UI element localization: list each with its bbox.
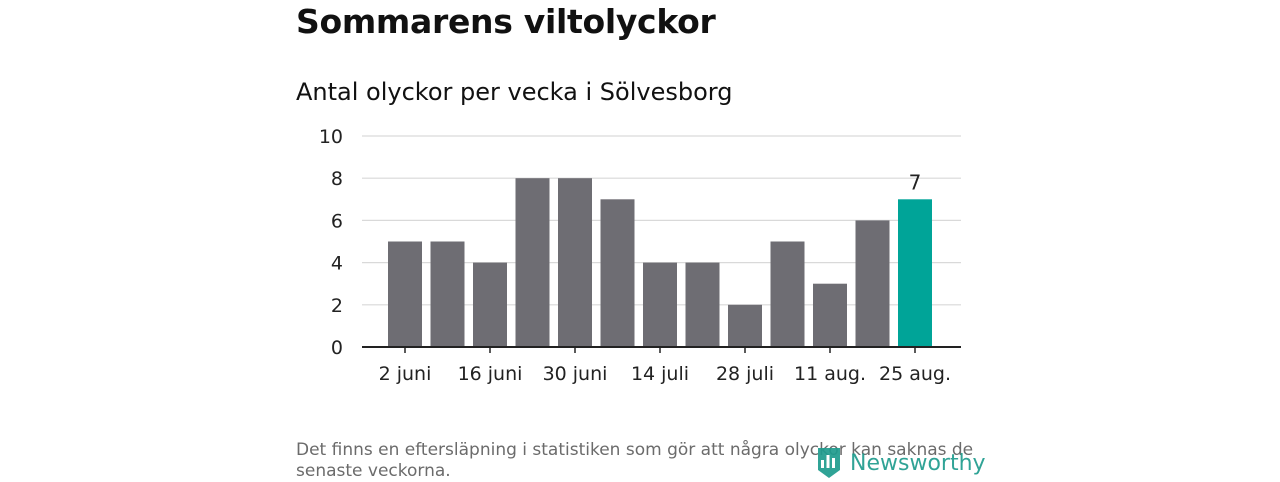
bar [558,178,592,347]
bar [600,199,635,347]
logo-text: Newsworthy [850,450,986,476]
bar [728,304,762,347]
bar [473,262,507,347]
bar [643,262,677,347]
bar [898,199,932,347]
y-tick-label: 8 [331,168,343,190]
bar [515,178,550,347]
x-tick-label: 11 aug. [794,363,866,385]
x-tick-label: 25 aug. [879,363,951,385]
chart-subtitle: Antal olyckor per vecka i Sölvesborg [296,78,733,106]
data-label: 7 [909,170,922,194]
x-tick-label: 28 juli [716,363,774,385]
bar [388,241,422,347]
newsworthy-bars-icon [816,448,840,478]
data-labels: 7 [909,170,922,194]
y-tick-label: 4 [331,253,343,275]
y-tick-label: 2 [331,295,343,317]
x-tick-label: 16 juni [458,363,523,385]
bar [855,220,890,347]
chart-title: Sommarens viltolyckor [296,2,716,41]
bar [813,283,847,347]
bar [430,241,465,347]
x-tick-label: 14 juli [631,363,689,385]
x-axis: 2 juni 16 juni 30 juni 14 juli 28 juli 11 aug… [362,346,961,385]
bar [770,241,805,347]
bar-chart: 0 2 4 6 8 10 2 juni 16 juni 30 juni 14 juli 28 ju… [319,126,961,385]
x-tick-label: 2 juni [379,363,432,385]
y-axis-ticks: 0 2 4 6 8 10 [319,126,343,359]
newsworthy-logo: Newsworthy [814,446,986,480]
y-tick-label: 6 [331,210,343,232]
y-tick-label: 0 [331,337,343,359]
bar [685,262,720,347]
y-tick-label: 10 [319,126,343,148]
footnote: Det finns en eftersläpning i statistiken… [296,440,974,481]
x-tick-label: 30 juni [543,363,608,385]
bars [388,178,932,347]
